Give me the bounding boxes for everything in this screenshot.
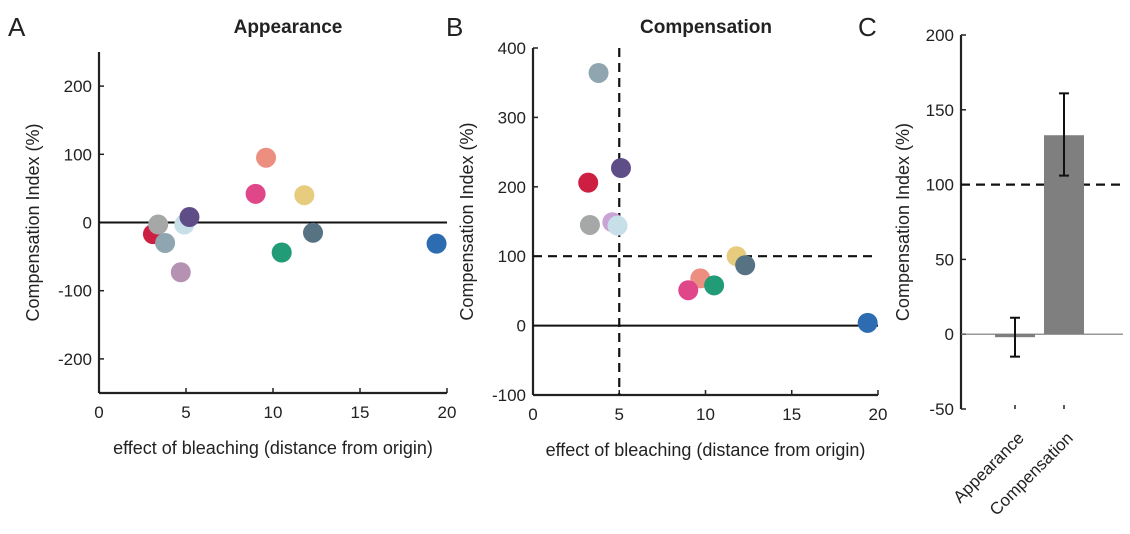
y-tick-label: -200 <box>58 350 92 369</box>
data-point <box>155 232 176 253</box>
data-point <box>610 158 631 179</box>
y-tick-label: 300 <box>498 108 526 127</box>
y-tick-label: 0 <box>517 317 526 336</box>
y-axis-label: Compensation Index (%) <box>893 123 913 321</box>
panel-letter: A <box>8 12 26 42</box>
x-tick-label: 15 <box>782 405 801 424</box>
y-axis-label: Compensation Index (%) <box>23 123 43 321</box>
x-tick-label: 10 <box>264 403 283 422</box>
x-tick-label: 5 <box>615 405 624 424</box>
data-point <box>735 255 756 276</box>
y-tick-label: -100 <box>492 386 526 405</box>
data-point <box>607 215 628 236</box>
data-point <box>170 262 191 283</box>
data-point <box>148 214 169 235</box>
y-tick-label: 150 <box>926 101 954 120</box>
y-tick-label: 50 <box>935 250 954 269</box>
data-point <box>303 222 324 243</box>
panel-letter: C <box>858 12 877 42</box>
y-tick-label: 400 <box>498 39 526 58</box>
x-axis-label: effect of bleaching (distance from origi… <box>113 438 433 458</box>
chart-title: Appearance <box>234 17 343 38</box>
x-tick-label: 0 <box>528 405 537 424</box>
x-tick-label: 20 <box>869 405 888 424</box>
x-tick-label: 0 <box>94 403 103 422</box>
panel-letter: B <box>446 12 463 42</box>
panel-a: A Appearance -200 -100 0 100 200 0 5 10 15 20 effect… <box>8 12 456 458</box>
data-point <box>578 172 599 193</box>
data-point <box>245 183 266 204</box>
y-tick-label: -100 <box>58 282 92 301</box>
y-tick-label: 100 <box>64 145 92 164</box>
x-tick-label: 5 <box>181 403 190 422</box>
data-point <box>588 62 609 83</box>
y-tick-label: 0 <box>83 214 92 233</box>
y-tick-label: 100 <box>498 247 526 266</box>
y-tick-label: 200 <box>64 77 92 96</box>
data-point <box>579 214 600 235</box>
y-tick-label: 0 <box>945 325 954 344</box>
x-axis-label: effect of bleaching (distance from origi… <box>546 440 866 460</box>
data-point <box>294 185 315 206</box>
x-tick-label: 20 <box>438 403 457 422</box>
data-point <box>256 147 277 168</box>
x-tick-label: 15 <box>351 403 370 422</box>
data-point <box>857 312 878 333</box>
chart-title: Compensation <box>640 17 772 38</box>
y-tick-label: 200 <box>498 178 526 197</box>
data-point <box>426 233 447 254</box>
y-tick-label: 200 <box>926 26 954 45</box>
data-point <box>271 242 292 263</box>
data-point <box>704 275 725 296</box>
data-point <box>678 280 699 301</box>
y-tick-label: 100 <box>926 176 954 195</box>
x-tick-label: 10 <box>696 405 715 424</box>
data-point <box>179 207 200 228</box>
y-axis-label: Compensation Index (%) <box>457 122 477 320</box>
y-tick-label: -50 <box>929 400 954 419</box>
